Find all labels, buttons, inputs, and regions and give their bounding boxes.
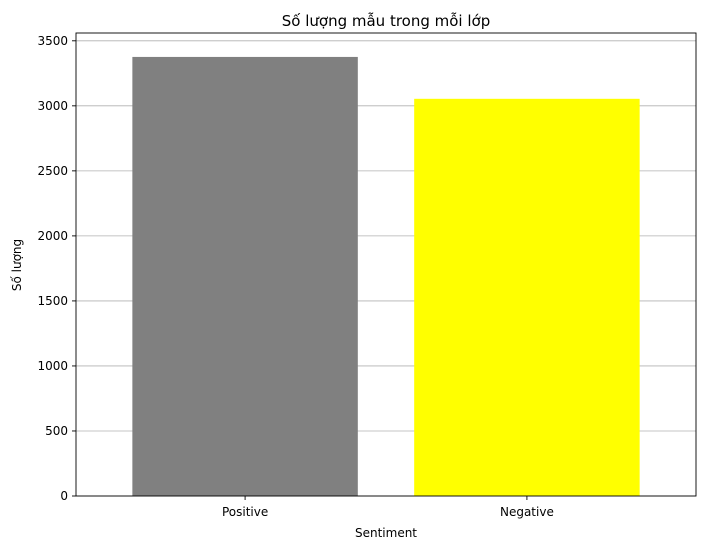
chart-title: Số lượng mẫu trong mỗi lớp — [282, 12, 490, 30]
x-tick-label: Negative — [500, 505, 554, 519]
y-tick-label: 0 — [60, 489, 68, 503]
x-tick-label: Positive — [222, 505, 268, 519]
y-tick-label: 1500 — [37, 294, 68, 308]
x-axis-label: Sentiment — [355, 526, 417, 540]
y-axis: 0 500 1000 1500 2000 2500 3000 3500 — [37, 34, 76, 503]
y-tick-label: 3500 — [37, 34, 68, 48]
y-tick-label: 1000 — [37, 359, 68, 373]
bar-positive — [132, 56, 358, 497]
plot-frame — [75, 32, 697, 497]
y-tick-label: 500 — [45, 424, 68, 438]
y-tick-label: 3000 — [37, 99, 68, 113]
y-tick-label: 2000 — [37, 229, 68, 243]
y-axis-label: Số lượng — [10, 239, 24, 291]
bars — [132, 56, 640, 497]
y-tick-label: 2500 — [37, 164, 68, 178]
bar-negative — [414, 98, 640, 497]
x-axis: Positive Negative — [222, 496, 554, 519]
